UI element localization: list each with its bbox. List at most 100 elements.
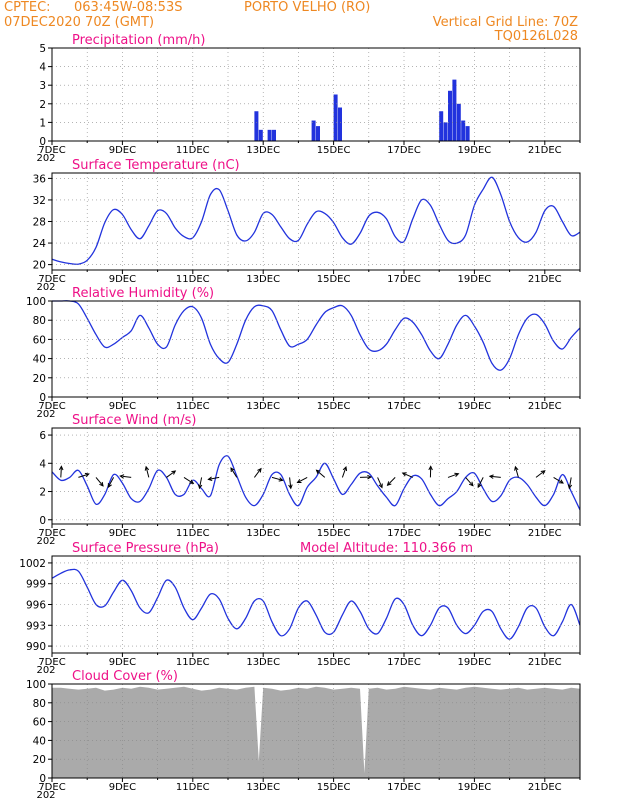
- y-tick-label: 0: [39, 515, 46, 527]
- x-tick-label: 15DEC: [317, 274, 351, 285]
- x-tick-label: 7DEC: [38, 401, 65, 412]
- y-tick-label: 100: [26, 296, 46, 308]
- wind-arrow: [465, 477, 474, 487]
- x-year-label: 202: [36, 409, 55, 420]
- precip-bar: [267, 129, 272, 141]
- precip-bar: [311, 120, 316, 141]
- wind-arrow: [198, 477, 203, 489]
- panel-frame: [51, 683, 581, 779]
- y-tick-label: 1002: [19, 558, 46, 570]
- panel-temp: Surface Temperature (nC) 20 24 28 32 36 7DEC20…: [33, 158, 581, 293]
- wind-arrow-head: [567, 484, 573, 490]
- y-tick-label: 4: [39, 458, 46, 470]
- x-tick-label: 19DEC: [458, 401, 492, 412]
- x-tick-label: 21DEC: [528, 145, 562, 156]
- temp-line: [51, 176, 581, 265]
- wind-arrow-head: [296, 479, 302, 483]
- precip-bar: [272, 129, 276, 141]
- precip-bar: [338, 107, 342, 141]
- x-tick-label: 15DEC: [317, 528, 351, 539]
- wind-arrow: [289, 477, 292, 489]
- x-tick-label: 21DEC: [528, 782, 562, 793]
- y-tick-label: 2: [39, 99, 46, 111]
- wind-arrow-head: [197, 484, 203, 490]
- y-tick-label: 5: [39, 43, 46, 55]
- x-tick-label: 13DEC: [246, 274, 280, 285]
- x-tick-label: 19DEC: [458, 782, 492, 793]
- panel-precip: Precipitation (mm/h) 0 1 2 3 4 5 7DEC202 9DEC 11D…: [36, 33, 581, 164]
- wind-arrow: [402, 472, 413, 478]
- x-tick-label: 11DEC: [176, 401, 210, 412]
- wind-line: [51, 455, 581, 511]
- wind-arrow-head: [386, 481, 392, 486]
- wind-arrow: [316, 469, 326, 478]
- wind-arrow-head: [477, 483, 482, 489]
- y-tick-label: 100: [26, 679, 46, 691]
- panel-subtitle-pressure: Model Altitude: 110.366 m: [300, 541, 473, 556]
- wind-arrow: [166, 470, 176, 478]
- panel-wind: Surface Wind (m/s) 0 2 4 6 7DEC202 9DEC 11DEC 13…: [36, 413, 581, 547]
- precip-bar: [333, 94, 338, 141]
- panel-title-wind: Surface Wind (m/s): [72, 413, 196, 428]
- y-tick-label: 0: [39, 773, 46, 785]
- wind-arrow-head: [401, 472, 407, 477]
- x-tick-label: 13DEC: [246, 401, 280, 412]
- wind-arrow-head: [171, 470, 177, 475]
- y-tick-label: 28: [33, 217, 46, 229]
- precip-bar: [443, 122, 448, 141]
- y-tick-label: 996: [26, 600, 46, 612]
- wind-arrow: [341, 466, 347, 478]
- x-tick-label: 17DEC: [387, 782, 421, 793]
- x-tick-label: 21DEC: [528, 274, 562, 285]
- y-tick-label: 0: [39, 392, 46, 404]
- wind-arrow-head: [342, 465, 348, 472]
- wind-arrow: [230, 467, 238, 478]
- header-coordinates: 063:45W-08:53S: [74, 0, 182, 15]
- x-tick-label: 9DEC: [109, 274, 136, 285]
- x-year-label: 202: [36, 153, 55, 164]
- x-tick-label: 19DEC: [458, 657, 492, 668]
- wind-arrow-head: [189, 479, 195, 484]
- x-tick-label: 7DEC: [38, 782, 65, 793]
- panel-frame: [51, 300, 581, 398]
- wind-arrow: [535, 470, 546, 478]
- x-tick-label: 7DEC: [38, 274, 65, 285]
- x-tick-label: 13DEC: [246, 782, 280, 793]
- x-tick-label: 21DEC: [528, 657, 562, 668]
- wind-arrow-head: [278, 477, 284, 482]
- panel-title-precip: Precipitation (mm/h): [72, 33, 205, 48]
- y-tick-label: 40: [33, 354, 46, 366]
- wind-arrow: [107, 477, 115, 488]
- y-tick-label: 993: [26, 620, 46, 632]
- x-tick-label: 15DEC: [317, 782, 351, 793]
- wind-arrow: [489, 475, 501, 478]
- wind-arrow: [78, 473, 90, 478]
- y-tick-label: 24: [33, 238, 47, 250]
- y-tick-label: 6: [39, 430, 46, 442]
- y-tick-label: 80: [33, 315, 46, 327]
- x-tick-label: 7DEC: [38, 528, 65, 539]
- wind-arrow-head: [99, 481, 104, 487]
- y-tick-label: 0: [39, 136, 46, 148]
- x-tick-label: 19DEC: [458, 274, 492, 285]
- x-tick-label: 9DEC: [109, 528, 136, 539]
- precip-bar: [448, 90, 452, 141]
- precip-bar: [439, 111, 444, 141]
- wind-arrow: [208, 476, 220, 480]
- wind-arrow-head: [144, 465, 150, 471]
- wind-arrow-head: [488, 474, 494, 479]
- y-tick-label: 20: [33, 260, 46, 272]
- y-tick-label: 20: [33, 754, 46, 766]
- x-year-label: 202: [36, 282, 55, 293]
- x-tick-label: 7DEC: [38, 145, 65, 156]
- wind-arrow-head: [468, 481, 474, 487]
- panel-frame: [51, 555, 581, 654]
- wind-arrow: [145, 466, 150, 478]
- wind-arrow: [387, 477, 396, 486]
- wind-arrow-head: [230, 467, 235, 473]
- panel-rh: Relative Humidity (%) 0 20 40 60 80 100 7DEC202…: [26, 286, 581, 420]
- wind-arrow-head: [107, 483, 112, 489]
- x-tick-label: 9DEC: [109, 145, 136, 156]
- x-year-label: 202: [36, 536, 55, 547]
- panel-cloud: Cloud Cover (%) 0 20 40 60 80 100 7DEC202 9DEC 11…: [26, 669, 581, 800]
